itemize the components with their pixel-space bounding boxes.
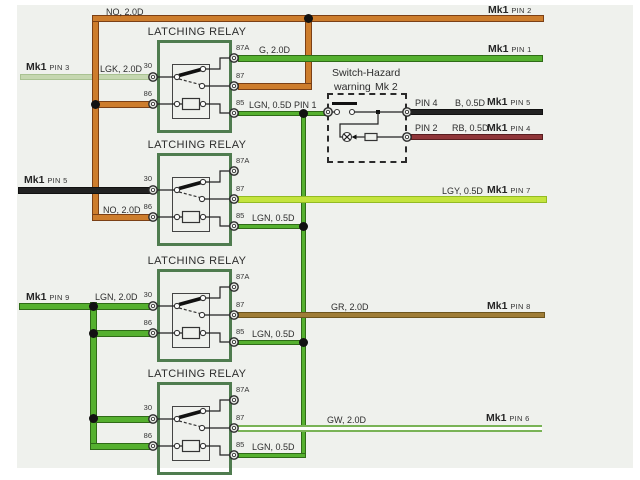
switch-box-variant: Mk 2 — [375, 81, 398, 93]
junction-dot — [304, 14, 313, 23]
terminal-label-30: 30 — [143, 174, 152, 183]
terminal-label-85: 85 — [236, 440, 245, 449]
wire-label-pin2: PIN 2 — [415, 123, 438, 133]
terminal-label-85: 85 — [236, 211, 245, 220]
wire-label-lgn-relay1: LGN, 0.5D — [249, 100, 292, 110]
junction-dot — [299, 109, 308, 118]
wire-label-gr: GR, 2.0D — [331, 302, 369, 312]
mk1-pin3-label: Mk1 PIN 3 — [26, 61, 70, 73]
wire-label-lgy: LGY, 0.5D — [442, 186, 483, 196]
junction-dot — [91, 100, 100, 109]
mk1-pin7-label: Mk1 PIN 7 — [487, 184, 531, 196]
terminal-label-87: 87 — [236, 300, 245, 309]
relay-title: LATCHING RELAY — [147, 368, 247, 380]
mk1-pin6-label: Mk1 PIN 6 — [486, 412, 530, 424]
junction-dot — [89, 329, 98, 338]
wire-g-relay1-87a — [238, 55, 543, 62]
mk1-pin5-label: Mk1 PIN 5 — [487, 96, 531, 108]
wire-b-pin4 — [411, 109, 543, 115]
wire-label-lgn-relay4: LGN, 0.5D — [252, 442, 295, 452]
relay-title: LATCHING RELAY — [147, 139, 247, 151]
terminal-label-87: 87 — [236, 71, 245, 80]
mk1-pin8-label: Mk1 PIN 8 — [487, 300, 531, 312]
latching-relay-1: LATCHING RELAY 30 86 87A 87 85 — [137, 26, 257, 137]
wire-gw-relay4-87 — [238, 425, 542, 432]
terminal-label-87a: 87A — [236, 43, 250, 52]
diagram-background — [17, 5, 633, 468]
wire-label-lgn-relay3: LGN, 0.5D — [252, 329, 295, 339]
latching-relay-3: LATCHING RELAY 30 86 87A 87 85 — [137, 255, 257, 366]
wire-label-rb: RB, 0.5D — [452, 123, 489, 133]
relay-symbol — [148, 53, 239, 119]
terminal-label-86: 86 — [143, 89, 152, 98]
wire-lgn-vertical-left — [90, 302, 97, 450]
wire-gr-relay3-87 — [238, 312, 545, 318]
terminal-label-30: 30 — [143, 403, 152, 412]
mk1-pin1-label: Mk1 PIN 1 — [488, 43, 532, 55]
wire-lgn-vertical-right — [301, 111, 306, 458]
relay-title: LATCHING RELAY — [147, 255, 247, 267]
wire-b-mk1-pin5-feed — [18, 187, 152, 194]
switch-box-title: Switch-Hazard — [332, 67, 401, 79]
terminal-label-85: 85 — [236, 327, 245, 336]
terminal-label-30: 30 — [143, 290, 152, 299]
latching-relay-4: LATCHING RELAY 30 86 87A 87 85 — [137, 368, 257, 479]
wire-label-g: G, 2.0D — [259, 45, 291, 55]
relay-symbol — [148, 166, 239, 232]
wire-lgy-relay2-87 — [238, 196, 547, 203]
junction-dot — [299, 338, 308, 347]
junction-dot — [89, 302, 98, 311]
wire-label-lgn-feed: LGN, 2.0D — [95, 292, 138, 302]
wire-label-pin4: PIN 4 — [415, 98, 438, 108]
terminal-label-87a: 87A — [236, 156, 250, 165]
terminal-label-86: 86 — [143, 431, 152, 440]
wire-rb-pin2 — [411, 134, 543, 140]
junction-dot — [89, 414, 98, 423]
terminal-label-87: 87 — [236, 413, 245, 422]
mk1-pin9-label: Mk1 PIN 9 — [26, 291, 70, 303]
junction-dot — [299, 222, 308, 231]
wire-label-lgk: LGK, 2.0D — [100, 64, 143, 74]
terminal-label-87a: 87A — [236, 272, 250, 281]
relay-symbol — [148, 282, 239, 348]
terminal-label-30: 30 — [143, 61, 152, 70]
wire-lgk-mk1-pin3 — [20, 74, 152, 80]
wire-label-pin1: PIN 1 — [294, 100, 317, 110]
wire-label-gw: GW, 2.0D — [327, 415, 367, 425]
relay-title: LATCHING RELAY — [147, 26, 247, 38]
switch-hazard-box: Switch-Hazard warning Mk 2 — [323, 67, 412, 163]
terminal-label-85: 85 — [236, 98, 245, 107]
wire-label-lgn-relay2: LGN, 0.5D — [252, 213, 295, 223]
latching-relay-2: LATCHING RELAY 30 86 87A 87 85 — [137, 139, 257, 250]
terminal-label-87a: 87A — [236, 385, 250, 394]
wire-label-b: B, 0.5D — [455, 98, 486, 108]
hazard-switch-symbol — [323, 102, 412, 143]
terminal-label-86: 86 — [143, 318, 152, 327]
wire-no-top-run — [92, 15, 544, 22]
terminal-label-87: 87 — [236, 184, 245, 193]
switch-box-title-line2: warning — [334, 81, 371, 93]
mk1-pin5-feed-label: Mk1 PIN 5 — [24, 174, 68, 186]
terminal-label-86: 86 — [143, 202, 152, 211]
wire-label-no-top: NO, 2.0D — [106, 7, 144, 17]
mk1-pin4-label: Mk1 PIN 4 — [487, 122, 531, 134]
wire-lgn-mk1-pin9-feed — [19, 303, 153, 310]
relay-symbol — [148, 395, 239, 461]
wire-label-no-relay2: NO, 2.0D — [103, 205, 141, 215]
wire-no-branch-87 — [305, 15, 312, 90]
mk1-pin2-label: Mk1 PIN 2 — [488, 4, 532, 16]
